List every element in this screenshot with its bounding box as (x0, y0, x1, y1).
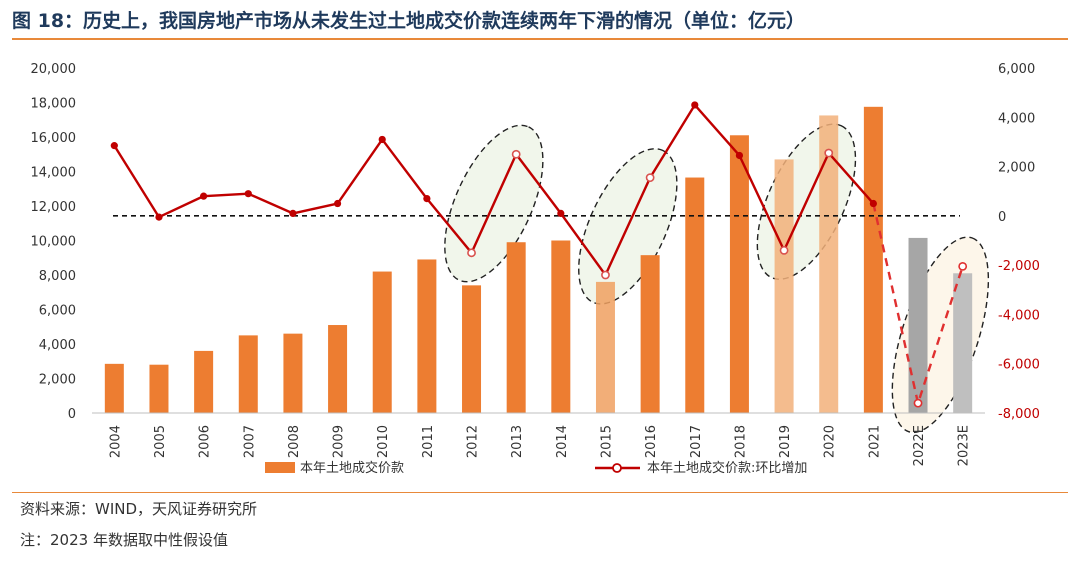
chart-title-bar: 图 18：历史上，我国房地产市场从未发生过土地成交价款连续两年下滑的情况（单位：… (12, 6, 1068, 40)
line-point-2023E (958, 261, 968, 271)
left-tick-label: 4,000 (39, 338, 76, 353)
x-tick-label: 2023E (957, 425, 972, 466)
bar-2019 (774, 159, 794, 413)
bar-2012 (462, 285, 482, 413)
x-tick-label: 2011 (421, 425, 436, 458)
chart-title: 图 18：历史上，我国房地产市场从未发生过土地成交价款连续两年下滑的情况（单位：… (12, 10, 806, 32)
line-point-2022E (913, 398, 923, 408)
bar-2010 (372, 271, 392, 413)
bar-2005 (149, 364, 169, 413)
bar-2011 (417, 259, 437, 413)
right-tick-label: 6,000 (998, 62, 1035, 77)
bar-2015 (595, 281, 615, 413)
x-tick-label: 2019 (778, 425, 793, 458)
left-tick-label: 18,000 (31, 97, 77, 112)
line-point-2011 (423, 195, 431, 203)
bar-2004 (104, 363, 124, 413)
bar-2020 (819, 115, 839, 413)
right-tick-label: -4,000 (998, 308, 1040, 323)
x-tick-label: 2004 (108, 425, 123, 458)
x-tick-label: 2009 (332, 425, 347, 458)
left-tick-label: 8,000 (39, 269, 76, 284)
right-tick-label: -6,000 (998, 358, 1040, 373)
bar-2021 (863, 106, 883, 413)
line-point-2019 (779, 245, 789, 255)
right-tick-label: -2,000 (998, 259, 1040, 274)
legend-bar-label: 本年土地成交价款 (300, 460, 404, 476)
line-point-2020 (824, 148, 834, 158)
line-point-2005 (155, 213, 163, 221)
footer-divider (12, 492, 1068, 493)
x-tick-label: 2020 (823, 425, 838, 458)
x-tick-label: 2017 (689, 425, 704, 458)
right-tick-label: -8,000 (998, 407, 1040, 422)
line-point-2013 (511, 149, 521, 159)
legend: 本年土地成交价款 本年土地成交价款:环比增加 (265, 460, 807, 476)
line-point-2017 (691, 101, 699, 109)
line-point-2009 (333, 199, 342, 208)
x-tick-label: 2013 (510, 425, 525, 458)
left-tick-label: 6,000 (39, 304, 76, 319)
bar-2022E (908, 237, 928, 413)
bar-2013 (506, 242, 526, 413)
left-tick-label: 2,000 (39, 373, 76, 388)
bar-2016 (640, 255, 660, 413)
bar-2006 (194, 350, 214, 413)
legend-line-label: 本年土地成交价款:环比增加 (647, 460, 807, 476)
bar-2014 (551, 240, 571, 413)
source-text: 资料来源：WIND，天风证券研究所 (20, 500, 258, 518)
x-tick-label: 2022E (912, 425, 927, 466)
line-point-2010 (378, 135, 386, 144)
axes: 0 2,000 4,000 6,000 8,000 10,000 12,000 14,000 1… (31, 62, 1040, 466)
x-tick-label: 2021 (867, 425, 882, 458)
x-tick-label: 2016 (644, 425, 659, 458)
line-point-2018 (735, 151, 744, 160)
x-tick-label: 2014 (555, 425, 570, 458)
line-point-2008 (289, 209, 297, 217)
line-point-2015 (601, 270, 610, 280)
land-transaction-chart: 0 2,000 4,000 6,000 8,000 10,000 12,000 14,000 1… (31, 62, 1040, 476)
line-point-2006 (200, 192, 208, 200)
left-tick-label: 0 (68, 407, 76, 422)
bar-2017 (685, 177, 705, 413)
bar-2008 (283, 333, 303, 413)
left-tick-label: 20,000 (31, 62, 77, 77)
note-text: 注：2023 年数据取中性假设值 (20, 531, 228, 549)
left-tick-label: 14,000 (31, 166, 77, 181)
line-point-2021 (869, 199, 877, 208)
line-point-2014 (557, 209, 565, 217)
bar-2018 (729, 135, 749, 413)
x-tick-label: 2008 (287, 425, 302, 458)
x-tick-label: 2018 (733, 425, 748, 458)
line-series (110, 101, 968, 408)
legend-bar-swatch (265, 462, 295, 473)
right-tick-label: 0 (998, 210, 1006, 225)
right-tick-label: 2,000 (998, 161, 1035, 176)
bar-2023E (953, 273, 973, 413)
right-tick-label: 4,000 (998, 111, 1035, 126)
x-tick-label: 2007 (242, 425, 257, 458)
line-point-2012 (467, 248, 476, 258)
x-tick-label: 2005 (153, 425, 168, 458)
x-tick-label: 2015 (599, 425, 614, 458)
line-point-2004 (110, 142, 118, 150)
bar-2009 (328, 325, 348, 413)
x-tick-label: 2010 (376, 425, 391, 458)
line-point-2007 (244, 190, 252, 198)
x-tick-label: 2006 (198, 425, 213, 458)
highlight-ellipse-3 (891, 236, 990, 434)
bar-2007 (238, 335, 258, 413)
line-solid (113, 103, 875, 277)
bar-series (104, 106, 973, 413)
left-tick-label: 12,000 (31, 200, 77, 215)
line-point-2016 (645, 173, 655, 183)
left-tick-label: 10,000 (31, 235, 77, 250)
legend-line-marker (612, 463, 622, 473)
line-dashed-forecast (872, 203, 964, 408)
left-tick-label: 16,000 (31, 131, 77, 146)
x-tick-label: 2012 (466, 425, 481, 458)
